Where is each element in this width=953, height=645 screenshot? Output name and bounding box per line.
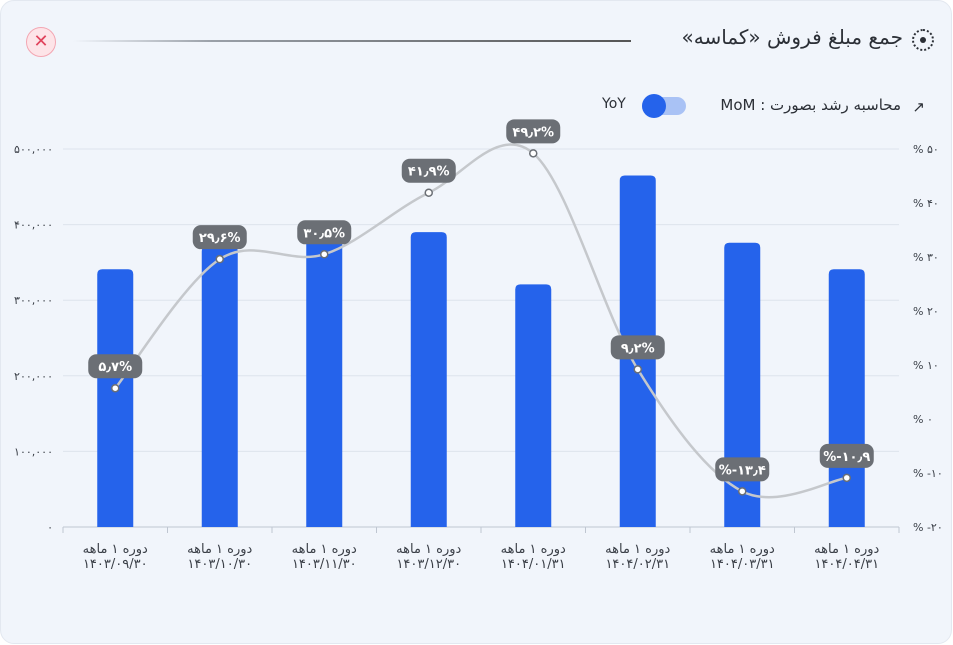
bar [724,242,761,527]
x-tick-label-date: ۱۴۰۳/۱۲/۳۰ [396,557,461,572]
y2-tick-label: % ۵۰ [913,143,939,156]
growth-line [114,143,847,499]
growth-label-bg [715,457,770,482]
growth-label-bg [610,335,665,360]
x-tick-label-date: ۱۴۰۳/۱۰/۳۰ [187,557,252,572]
x-tick-label-date: ۱۴۰۴/۰۴/۳۱ [814,557,879,572]
growth-data-label: ۵٫۷% [98,360,132,375]
y-tick-label: ۲۰۰,۰۰۰ [14,370,53,383]
close-icon: ✕ [33,31,49,52]
trend-arrow-icon: ↗ [912,98,925,116]
growth-point [738,487,747,496]
bar [515,284,552,527]
bar [97,269,134,527]
y-tick-label: ۱۰۰,۰۰۰ [14,445,53,458]
y-tick-label: ۵۰۰,۰۰۰ [14,143,53,156]
growth-data-label: ۳۰٫۵% [303,226,345,241]
growth-data-label: %-۱۰٫۹ [823,450,870,465]
x-tick-label-date: ۱۴۰۴/۰۲/۳۱ [605,557,670,572]
y2-tick-label: % ۳۰ [913,251,939,264]
x-tick-label: دوره ۱ ماهه [710,542,775,557]
y2-tick-label: % ۰ [913,413,933,426]
y-tick-label: ۳۰۰,۰۰۰ [14,294,53,307]
page-title: جمع مبلغ فروش «کماسه» [681,25,903,49]
growth-data-label: ۴۹٫۲% [512,125,554,140]
yoy-label: YoY [602,96,626,112]
x-tick-label-date: ۱۴۰۴/۰۱/۳۱ [501,557,566,572]
dotted-circle-icon [912,29,934,51]
bar [306,236,343,528]
x-tick-label: دوره ۱ ماهه [292,542,357,557]
x-tick-label: دوره ۱ ماهه [187,542,252,557]
y2-tick-label: % ۲۰ [913,305,939,318]
growth-point [633,365,642,374]
y-tick-label: ۰ [47,521,53,534]
growth-label-bg [819,443,874,468]
growth-data-label: ۴۱٫۹% [408,165,450,180]
bar [410,232,447,527]
growth-label-bg [192,225,247,250]
growth-point [320,250,329,259]
growth-label-bg [401,158,456,183]
x-tick-label-date: ۱۴۰۳/۱۱/۳۰ [292,557,357,572]
x-tick-label: دوره ۱ ماهه [501,542,566,557]
y-tick-label: ۴۰۰,۰۰۰ [14,219,53,232]
close-button[interactable]: ✕ [26,27,56,57]
growth-data-label: ۲۹٫۶% [199,231,241,246]
y2-tick-label: % ۱۰ [913,359,939,372]
x-tick-label: دوره ۱ ماهه [605,542,670,557]
x-tick-label-date: ۱۴۰۴/۰۳/۳۱ [710,557,775,572]
growth-point [215,254,224,264]
x-tick-label: دوره ۱ ماهه [814,542,879,557]
growth-point [111,383,120,393]
bar [201,246,238,528]
y2-tick-label: % -۱۰ [913,467,943,480]
growth-mode-toggle[interactable] [642,94,686,118]
growth-point [424,188,433,197]
y2-tick-label: % ۴۰ [913,197,939,210]
growth-label-bg [297,220,352,245]
title-divider [73,40,631,42]
x-tick-label: دوره ۱ ماهه [83,542,148,557]
y2-tick-label: % -۲۰ [913,521,943,534]
toggle-knob[interactable] [642,94,666,118]
growth-point [842,473,851,483]
growth-data-label: %-۱۳٫۴ [719,463,766,478]
bar [828,269,865,527]
growth-mode-label: محاسبه رشد بصورت : MoM [720,96,901,114]
x-tick-label-date: ۱۴۰۳/۰۹/۳۰ [83,557,148,572]
x-tick-label: دوره ۱ ماهه [396,542,461,557]
growth-label-bg [506,119,561,144]
growth-data-label: ۹٫۲% [621,341,655,356]
growth-label-bg [88,354,143,379]
growth-point [529,149,538,158]
